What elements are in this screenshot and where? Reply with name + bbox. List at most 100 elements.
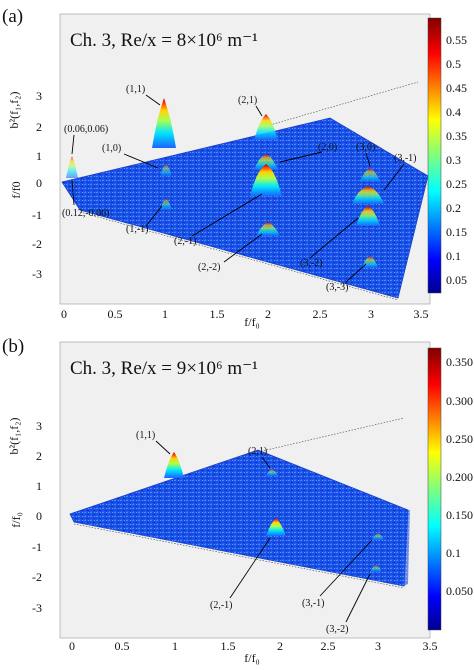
annotation-label: (2,1) <box>248 446 267 457</box>
peak-3-m3 <box>362 256 378 268</box>
peak-3-m1 <box>372 533 384 540</box>
xtick-label: 3.5 <box>414 307 429 321</box>
panel-a: (a) Ch. 3, Re/x = 8×10⁶ m⁻¹ b²(f₁,f₂) f/… <box>2 6 467 329</box>
colorbar-tick: 0.55 <box>446 33 467 47</box>
panel-a-zlabel: b²(f₁,f₂) <box>7 92 21 129</box>
peak-1-m1 <box>160 198 172 210</box>
peak-2-m1 <box>250 164 282 196</box>
panel-a-label: (a) <box>2 6 23 27</box>
xtick-label: 0 <box>61 307 67 321</box>
colorbar-tick: 0.050 <box>446 584 473 598</box>
peak-3-m1 <box>352 186 384 204</box>
ytick-label: 0 <box>36 509 42 523</box>
annotation-label: (1,1) <box>136 430 155 441</box>
annotation-label: (3,0) <box>356 142 375 153</box>
xtick-label: 3 <box>368 307 374 321</box>
panel-b-zlabel: b²(f₁,f₂) <box>7 418 21 455</box>
xtick-label: 2 <box>265 307 271 321</box>
annotation-arrow <box>319 539 373 597</box>
panel-a-peaks <box>66 98 384 268</box>
peak-3-0 <box>360 168 380 182</box>
ytick-label: -1 <box>32 540 42 554</box>
colorbar-tick: 0.45 <box>446 81 467 95</box>
xtick-label: 2 <box>277 639 283 653</box>
annotation-arrow <box>155 440 171 455</box>
colorbar-tick: 0.1 <box>446 249 461 263</box>
panel-a-xticks: 0 0.5 1 1.5 2 2.5 3 3.5 <box>61 307 429 321</box>
panel-b: (b) Ch. 3, Re/x = 9×10⁶ m⁻¹ b²(f₁,f₂) f/… <box>2 336 473 665</box>
ytick-label: -2 <box>32 570 42 584</box>
annotation-arrow <box>261 456 271 469</box>
annotation-arrow <box>383 163 405 191</box>
annotation-arrow <box>145 94 161 106</box>
colorbar-bar <box>427 347 442 631</box>
annotation-label: (0.06,0.06) <box>64 124 108 135</box>
colorbar-bar <box>427 17 442 294</box>
peak-1-0 <box>160 164 172 176</box>
peak-3-m2 <box>356 206 380 226</box>
panel-b-ylabel: f/f₀ <box>9 512 23 528</box>
annotation-arrow <box>279 151 323 163</box>
panel-b-xticks: 0 0.5 1 1.5 2 2.5 3 3.5 <box>69 639 438 653</box>
ytick-label: -3 <box>32 601 42 615</box>
peak-2-1 <box>266 469 278 476</box>
ytick-label: -1 <box>32 208 42 222</box>
ytick-label: 2 <box>36 120 42 134</box>
annotation-label: (3,-3) <box>326 282 349 293</box>
annotation-arrow <box>123 153 159 169</box>
annotation-arrow <box>365 152 371 167</box>
colorbar-tick: 0.350 <box>446 355 473 369</box>
annotation-label: (0.12,-0.06) <box>62 208 110 219</box>
panel-b-front-edge <box>73 523 405 589</box>
annotation-arrow <box>345 573 371 623</box>
colorbar-tick: 0.300 <box>446 394 473 408</box>
panel-b-title: Ch. 3, Re/x = 9×10⁶ m⁻¹ <box>70 358 258 379</box>
panel-a-colorbar: 0.55 0.5 0.45 0.4 0.35 0.3 0.25 0.2 0.15… <box>427 17 467 294</box>
ytick-label: 3 <box>36 89 42 103</box>
panel-b-diagonal-line <box>257 417 405 453</box>
ytick-label: 2 <box>36 449 42 463</box>
colorbar-tick: 0.25 <box>446 177 467 191</box>
panel-a-yticks: 3 2 1 0 -1 -2 -3 <box>32 89 42 281</box>
xtick-label: 2.5 <box>321 639 336 653</box>
colorbar-tick: 0.3 <box>446 153 461 167</box>
panel-b-surface-front <box>74 510 410 586</box>
annotation-arrow <box>345 263 367 283</box>
peak-2-0 <box>254 154 278 170</box>
annotation-label: (2,1) <box>238 95 257 106</box>
annotation-arrow <box>71 134 75 155</box>
peak-0-06 <box>66 156 78 178</box>
colorbar-tick: 0.5 <box>446 57 461 71</box>
panel-b-peaks <box>164 452 384 572</box>
xtick-label: 1.5 <box>210 307 225 321</box>
xtick-label: 1 <box>162 307 168 321</box>
panel-a-annotations: (1,1) (2,1) (0.06,0.06) (1,0) (2,0) (3,0… <box>62 84 417 293</box>
annotation-arrow <box>71 179 75 206</box>
annotation-label: (3,-1) <box>394 153 417 164</box>
panel-b-xlabel: f/f₀ <box>244 651 260 665</box>
colorbar-tick: 0.35 <box>446 129 467 143</box>
xtick-label: 1.5 <box>221 639 236 653</box>
peak-2-m1 <box>266 518 286 536</box>
annotation-label: (1,-1) <box>126 224 149 235</box>
annotation-label: (3,-2) <box>326 624 349 635</box>
annotation-label: (1,1) <box>126 84 145 95</box>
panel-b-colorbar: 0.350 0.300 0.250 0.200 0.150 0.1 0.050 <box>427 347 473 631</box>
ytick-label: 0 <box>36 176 42 190</box>
ytick-label: -2 <box>32 237 42 251</box>
panel-b-label: (b) <box>2 336 24 357</box>
xtick-label: 0.5 <box>115 639 130 653</box>
annotation-label: (2,0) <box>318 142 337 153</box>
panel-a-xlabel: f/f₀ <box>244 315 260 329</box>
annotation-arrow <box>223 233 263 263</box>
xtick-label: 3 <box>375 639 381 653</box>
ytick-label: 1 <box>36 479 42 493</box>
panel-a-title: Ch. 3, Re/x = 8×10⁶ m⁻¹ <box>70 30 258 51</box>
colorbar-tick: 0.05 <box>446 273 467 287</box>
annotation-label: (2,-2) <box>198 262 221 273</box>
annotation-label: (3,-1) <box>302 598 325 609</box>
peak-1-1 <box>152 98 176 148</box>
xtick-label: 1 <box>172 639 178 653</box>
annotation-label: (2,-1) <box>210 600 233 611</box>
